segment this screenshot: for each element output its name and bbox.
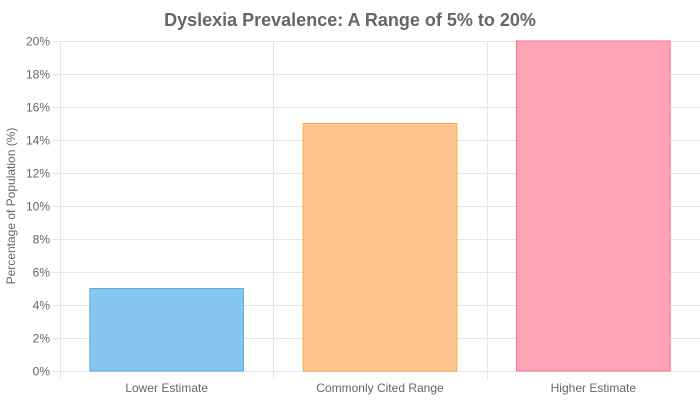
x-tick-label: Lower Estimate bbox=[125, 381, 208, 395]
y-tick-label: 8% bbox=[33, 233, 51, 247]
x-tick-label: Higher Estimate bbox=[551, 381, 637, 395]
y-tick-label: 4% bbox=[33, 299, 51, 313]
y-tick-label: 18% bbox=[26, 68, 50, 82]
y-tick-label: 10% bbox=[26, 200, 50, 214]
tick-labels: 0% 2% 4% 6% 8% 10% 12% 14% 16% 18% 20% Lower Estima… bbox=[26, 35, 636, 396]
x-tick-label: Commonly Cited Range bbox=[316, 381, 444, 395]
y-tick-label: 14% bbox=[26, 134, 50, 148]
y-tick-label: 6% bbox=[33, 266, 51, 280]
bar-commonly-cited-range bbox=[302, 123, 458, 372]
bars bbox=[89, 40, 671, 372]
bar-higher-estimate bbox=[516, 40, 671, 372]
y-tick-label: 20% bbox=[26, 35, 50, 49]
y-tick-label: 2% bbox=[33, 332, 51, 346]
y-axis-label: Percentage of Population (%) bbox=[4, 128, 18, 285]
y-tick-label: 16% bbox=[26, 101, 50, 115]
bar-lower-estimate bbox=[89, 288, 244, 372]
y-tick-label: 0% bbox=[33, 365, 51, 379]
chart-title: Dyslexia Prevalence: A Range of 5% to 20… bbox=[164, 10, 536, 30]
y-tick-label: 12% bbox=[26, 167, 50, 181]
